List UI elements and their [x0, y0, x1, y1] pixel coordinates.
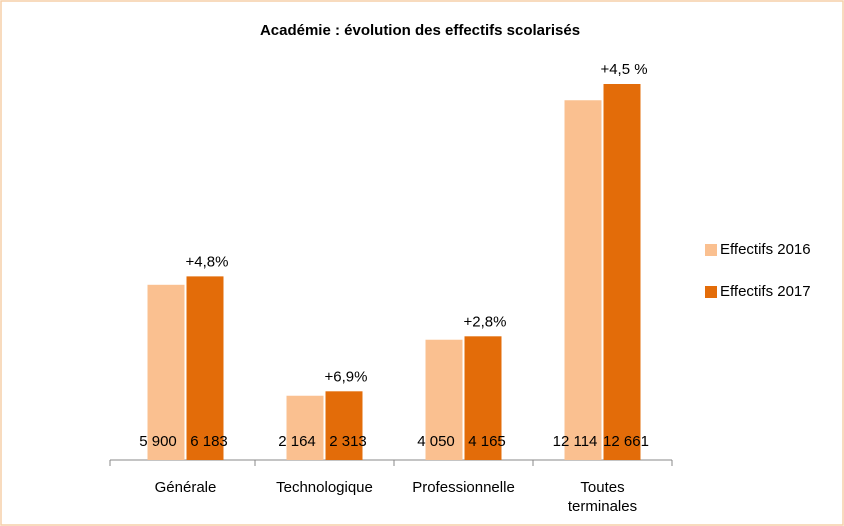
- legend-swatch: [705, 286, 717, 298]
- legend-label: Effectifs 2017: [720, 283, 811, 300]
- bar: [186, 276, 224, 460]
- legend-swatch: [705, 244, 717, 256]
- chart-title: Académie : évolution des effectifs scola…: [260, 22, 580, 39]
- bar: [286, 395, 324, 460]
- annotation: +4,8%: [186, 253, 229, 270]
- bar: [325, 391, 363, 460]
- value-label: 2 313: [329, 433, 367, 450]
- annotation: +4,5 %: [600, 61, 647, 78]
- value-label: 4 165: [468, 433, 506, 450]
- x-tick-label: Technologique: [276, 479, 373, 496]
- value-label: 12 661: [603, 433, 649, 450]
- value-label: 5 900: [139, 433, 177, 450]
- bar: [603, 84, 641, 460]
- value-label: 2 164: [278, 433, 316, 450]
- value-label: 4 050: [417, 433, 455, 450]
- value-label: 6 183: [190, 433, 228, 450]
- x-tick-label: Toutes terminales: [567, 479, 638, 515]
- legend-label: Effectifs 2016: [720, 241, 811, 258]
- annotation: +6,9%: [325, 368, 368, 385]
- x-tick-label: Professionnelle: [412, 479, 515, 496]
- value-label: 12 114: [553, 433, 598, 450]
- x-tick-label: Générale: [154, 479, 217, 496]
- bar: [147, 284, 185, 460]
- bar: [564, 100, 602, 460]
- bar: [464, 336, 502, 460]
- bar: [425, 339, 463, 460]
- annotation: +2,8%: [464, 313, 507, 330]
